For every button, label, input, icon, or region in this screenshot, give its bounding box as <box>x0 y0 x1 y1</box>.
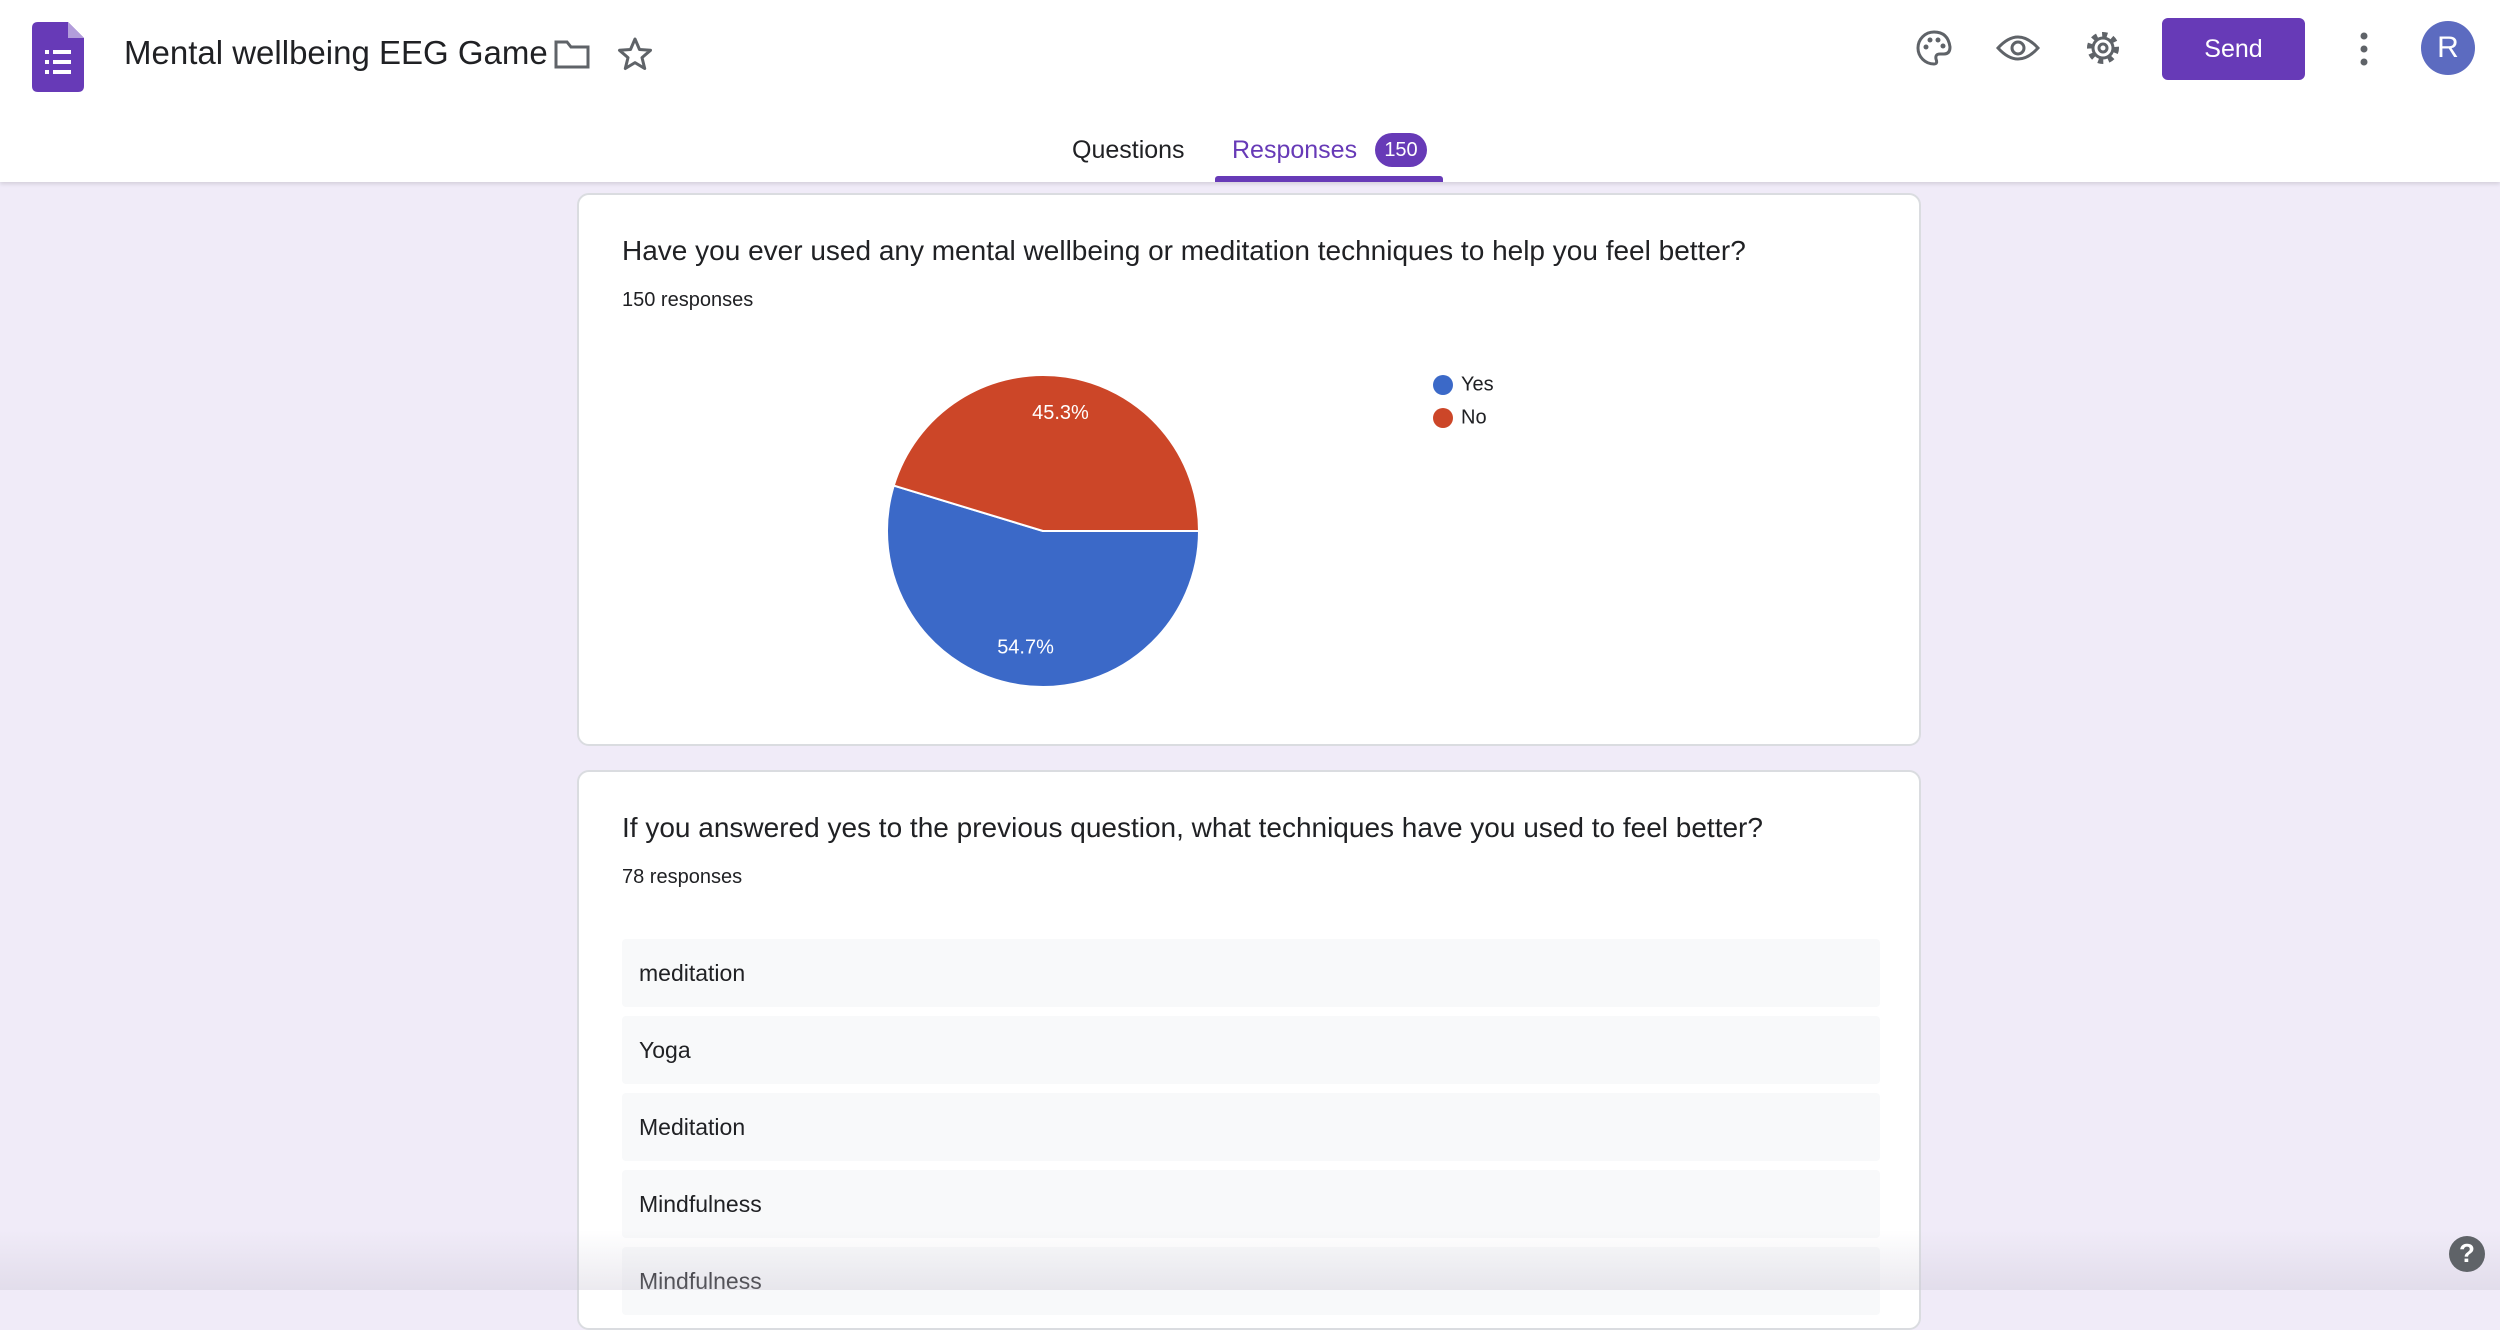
star-icon[interactable] <box>617 36 653 72</box>
response-row: Mindfulness <box>622 1170 1880 1238</box>
response-count: 78 responses <box>622 866 743 888</box>
question-title: If you answered yes to the previous ques… <box>622 812 1763 843</box>
question-card: Have you ever used any mental wellbeing … <box>577 193 1921 746</box>
legend-label: Yes <box>1461 373 1494 395</box>
more-icon[interactable] <box>2354 30 2374 68</box>
legend-swatch <box>1433 375 1453 395</box>
questions-tab[interactable]: Questions <box>1072 136 1185 164</box>
send-button[interactable]: Send <box>2162 18 2305 80</box>
avatar[interactable]: R <box>2421 21 2475 75</box>
question-title: Have you ever used any mental wellbeing … <box>622 235 1746 266</box>
tab-underline <box>1215 176 1443 182</box>
settings-icon[interactable] <box>2083 28 2123 68</box>
slice-label: 54.7% <box>997 637 1054 659</box>
response-badge: 150 <box>1375 133 1427 167</box>
pie-chart: 54.7% 45.3% Yes No <box>886 373 1494 688</box>
response-row: Meditation <box>622 1093 1880 1161</box>
svg-text:?: ? <box>2459 1238 2475 1268</box>
response-row: Yoga <box>622 1016 1880 1084</box>
response-count: 150 responses <box>622 289 754 311</box>
form-title: Mental wellbeing EEG Game <box>124 34 548 71</box>
legend-swatch <box>1433 408 1453 428</box>
response-row: meditation <box>622 939 1880 1007</box>
help-icon[interactable]: ? <box>2448 1235 2486 1273</box>
preview-icon[interactable] <box>1996 32 2040 64</box>
slice-label: 45.3% <box>1032 402 1089 424</box>
pie-slice <box>886 484 1201 688</box>
responses-tab[interactable]: Responses <box>1232 136 1358 164</box>
question-card: If you answered yes to the previous ques… <box>577 770 1921 1330</box>
legend-label: No <box>1461 406 1487 428</box>
header: Mental wellbeing EEG Game Send R Questio… <box>0 0 2500 182</box>
folder-icon[interactable] <box>553 38 591 70</box>
forms-icon <box>32 22 84 92</box>
pie-slice <box>892 374 1201 532</box>
palette-icon[interactable] <box>1914 28 1954 68</box>
bottom-shade <box>0 1230 2500 1290</box>
